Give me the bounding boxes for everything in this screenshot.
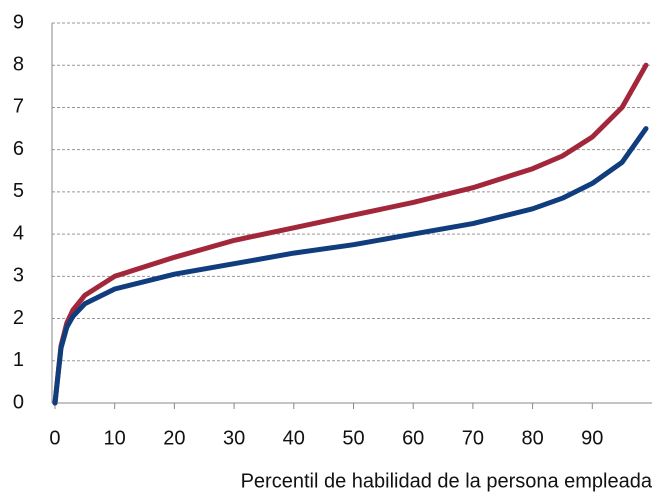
y-tick-label: 4 (13, 222, 24, 244)
x-tick-label: 0 (49, 427, 60, 449)
series-line (52, 62, 649, 406)
x-tick-label: 50 (342, 427, 364, 449)
x-tick-label: 70 (462, 427, 484, 449)
x-tick-label: 30 (223, 427, 245, 449)
y-tick-label: 1 (13, 349, 24, 371)
y-tick-label: 2 (13, 307, 24, 329)
x-tick-label: 60 (402, 427, 424, 449)
y-tick-label: 0 (13, 391, 24, 413)
y-tick-label: 7 (13, 96, 24, 118)
series-line (52, 126, 649, 406)
x-tick-label: 80 (521, 427, 543, 449)
y-tick-label: 8 (13, 54, 24, 76)
x-tick-label: 20 (163, 427, 185, 449)
y-tick-label: 5 (13, 180, 24, 202)
x-tick-label: 90 (581, 427, 603, 449)
x-tick-label: 40 (283, 427, 305, 449)
y-tick-label: 3 (13, 265, 24, 287)
y-tick-label: 9 (13, 11, 24, 33)
x-tick-label: 10 (104, 427, 126, 449)
y-tick-label: 6 (13, 138, 24, 160)
x-axis-label: Percentil de habilidad de la persona emp… (241, 470, 653, 492)
